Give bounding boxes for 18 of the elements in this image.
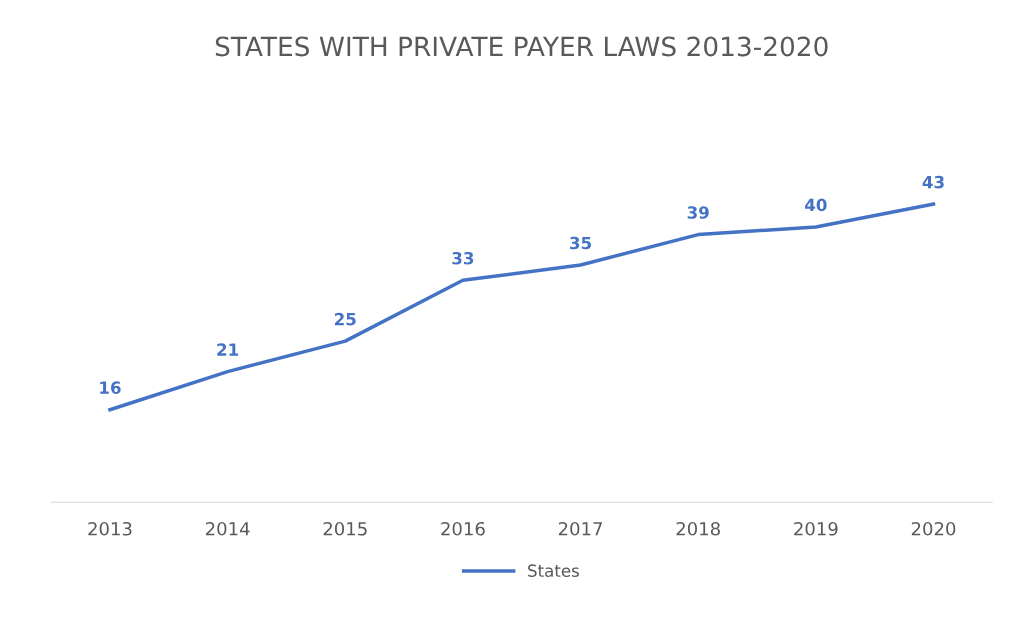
- legend-label: States: [528, 564, 579, 577]
- x-tick-label: 2020: [911, 521, 956, 536]
- data-label: 16: [100, 381, 121, 394]
- x-tick-label: 2014: [205, 521, 250, 536]
- x-tick-label: 2019: [794, 521, 838, 536]
- data-label: 33: [452, 251, 474, 265]
- x-tick-label: 2015: [323, 521, 367, 536]
- data-label: 21: [217, 343, 239, 356]
- data-label: 43: [922, 175, 944, 189]
- x-tick-label: 2017: [558, 521, 602, 536]
- chart-title: STATES WITH PRIVATE PAYER LAWS 2013-2020: [215, 36, 828, 57]
- data-label: 40: [805, 198, 827, 212]
- data-label: 35: [570, 236, 591, 250]
- x-tick-label: 2016: [441, 521, 485, 536]
- x-tick-label: 2018: [676, 521, 720, 536]
- data-label: 25: [334, 312, 356, 326]
- data-label: 39: [687, 206, 709, 219]
- x-tick-label: 2013: [88, 521, 132, 536]
